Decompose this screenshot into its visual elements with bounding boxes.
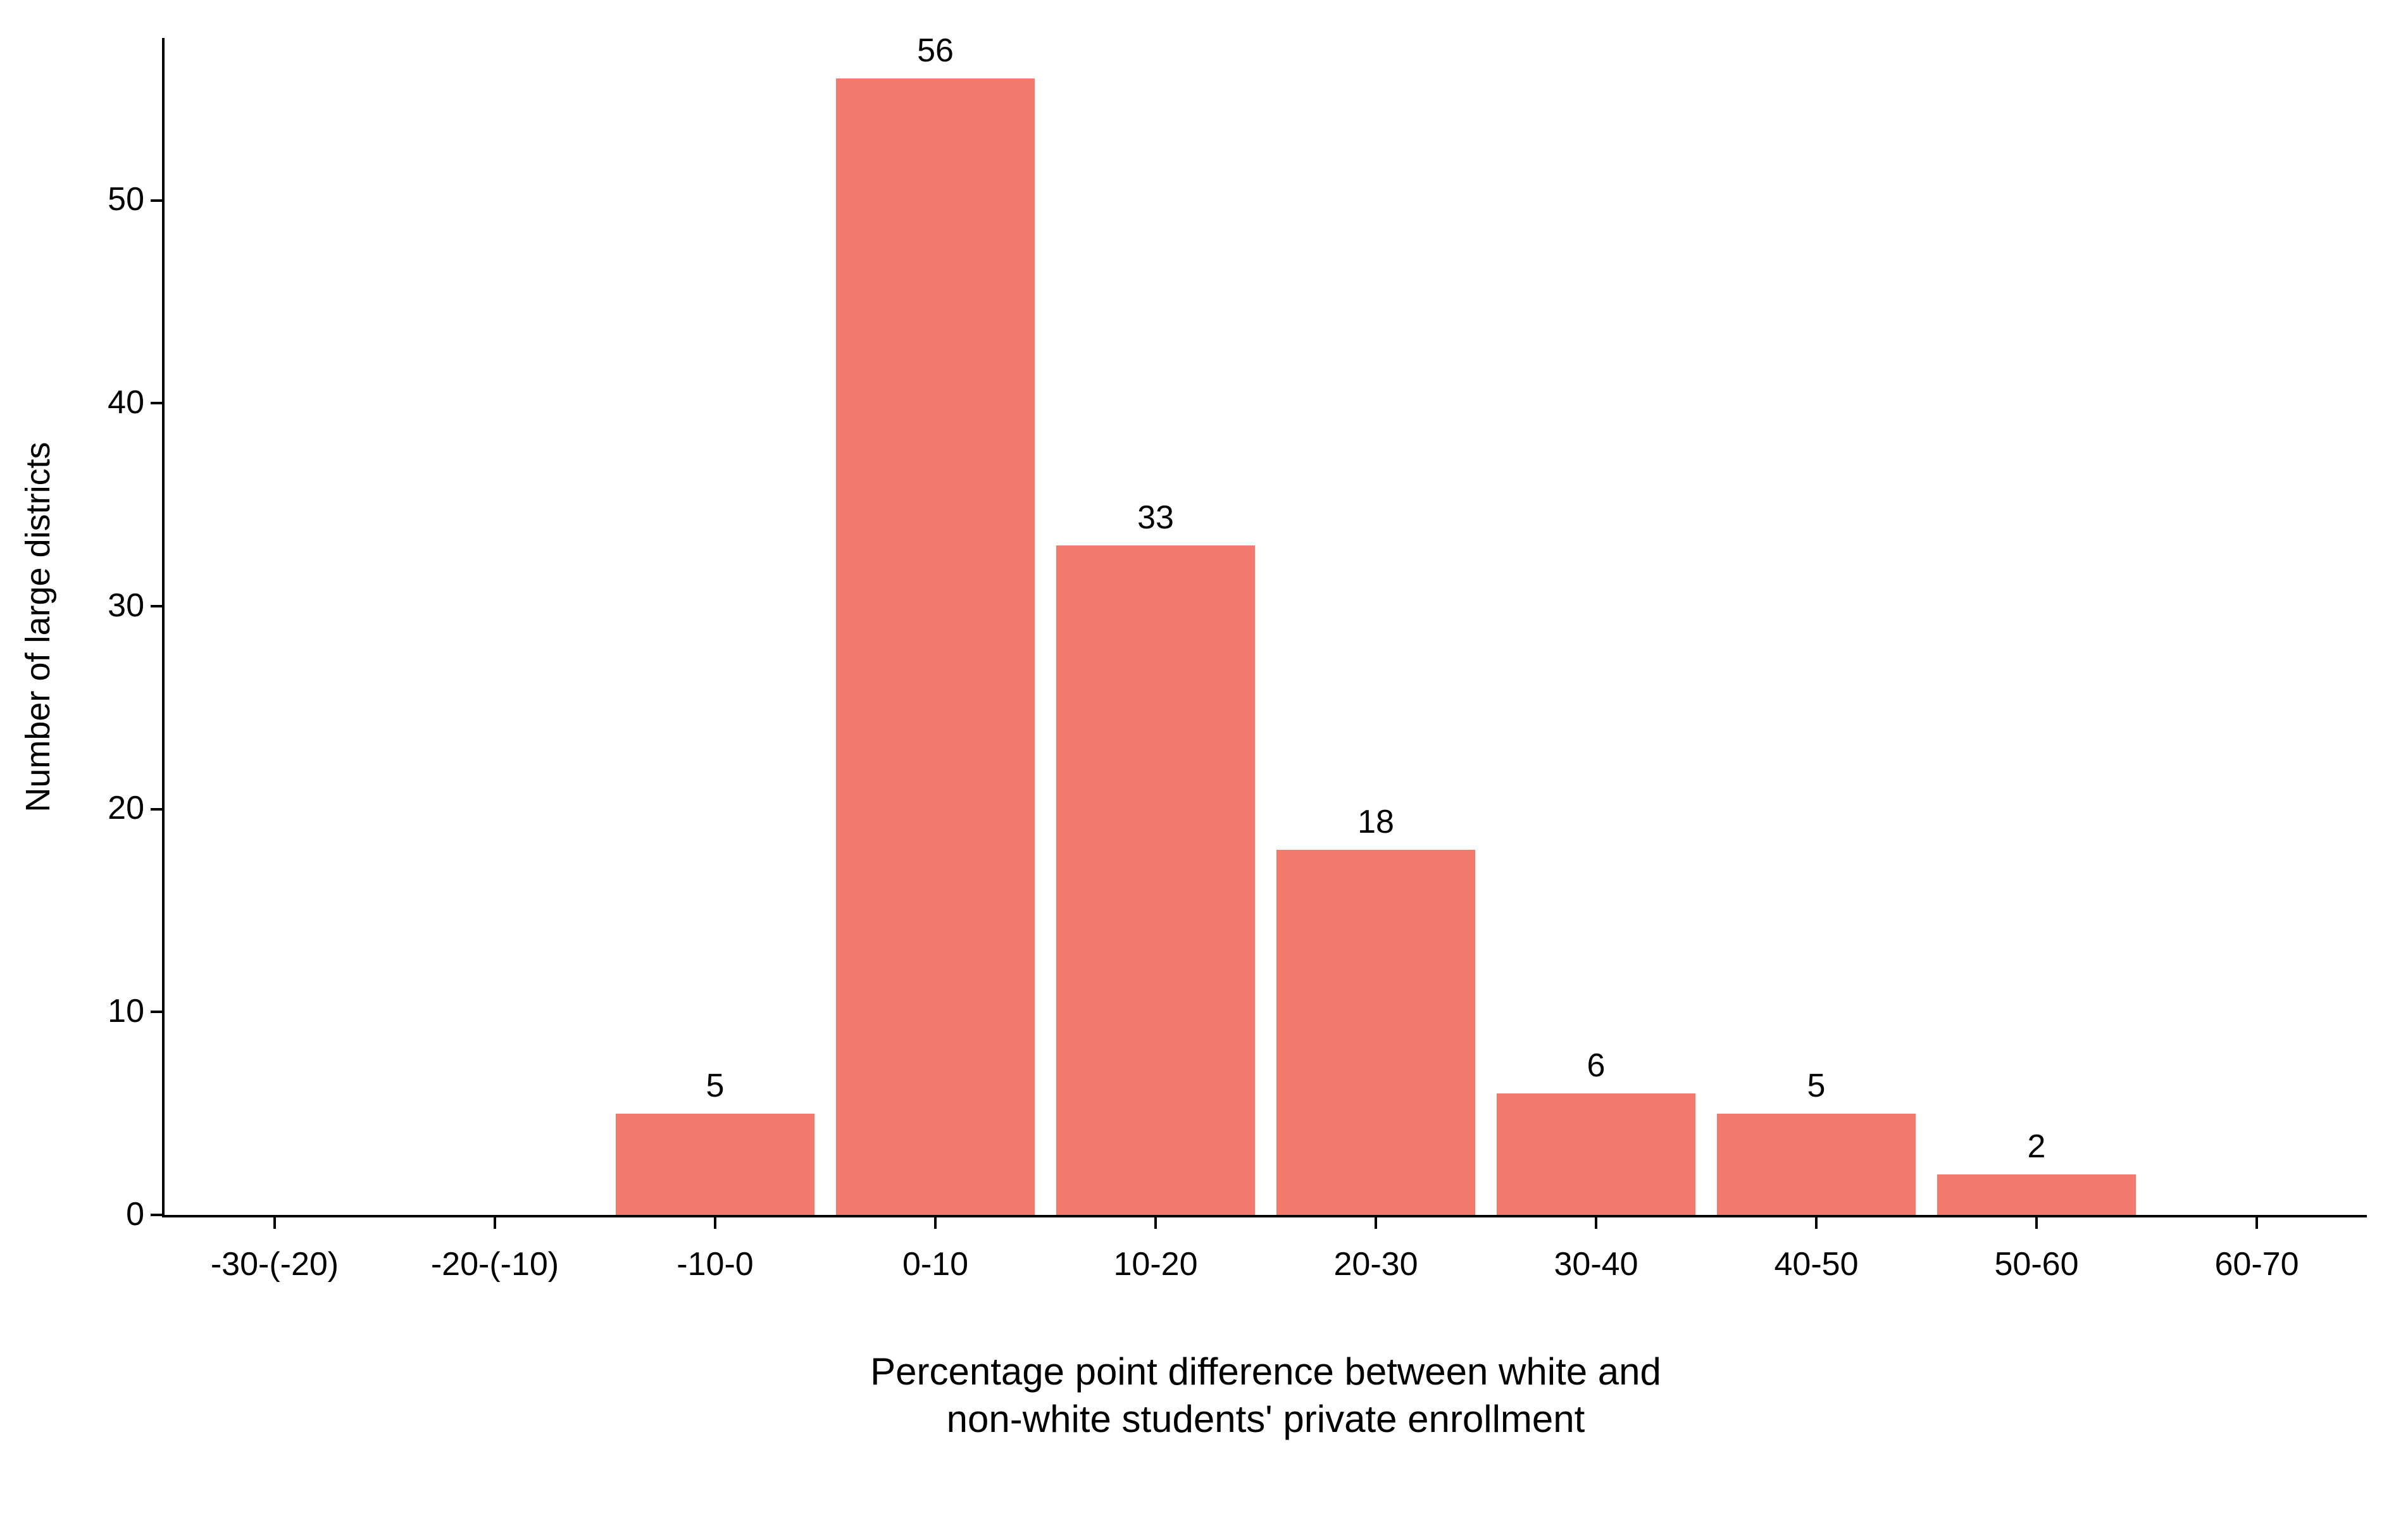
x-tick-mark <box>1375 1217 1377 1229</box>
x-axis-label-line2: non-white students' private enrollment <box>165 1395 2367 1443</box>
bar <box>1937 1174 2135 1215</box>
y-tick-label: 0 <box>68 1195 144 1233</box>
y-tick-mark <box>151 1214 162 1216</box>
y-tick-label: 10 <box>68 992 144 1030</box>
x-tick-mark <box>1154 1217 1157 1229</box>
x-tick-mark <box>714 1217 716 1229</box>
y-tick-label: 30 <box>68 587 144 625</box>
x-tick-label: 30-40 <box>1486 1245 1706 1283</box>
bar-value-label: 6 <box>1486 1047 1706 1085</box>
x-tick-label: 10-20 <box>1045 1245 1266 1283</box>
y-tick-mark <box>151 605 162 607</box>
x-tick-mark <box>934 1217 937 1229</box>
x-tick-mark <box>2255 1217 2258 1229</box>
x-tick-label: -20-(-10) <box>385 1245 605 1283</box>
bar <box>1717 1114 1915 1215</box>
bar-value-label: 2 <box>1926 1128 2147 1166</box>
x-tick-label: 40-50 <box>1706 1245 1926 1283</box>
y-axis-line <box>162 38 165 1217</box>
x-axis-label: Percentage point difference between whit… <box>165 1348 2367 1443</box>
x-tick-mark <box>273 1217 276 1229</box>
histogram-chart: Number of large districts Percentage poin… <box>0 0 2408 1537</box>
bar-value-label: 18 <box>1266 803 1486 841</box>
x-tick-mark <box>494 1217 496 1229</box>
bar-value-label: 5 <box>605 1067 825 1105</box>
x-tick-mark <box>1815 1217 1818 1229</box>
bar-value-label: 5 <box>1706 1067 1926 1105</box>
x-tick-label: 0-10 <box>825 1245 1045 1283</box>
bar <box>836 78 1034 1215</box>
y-tick-label: 20 <box>68 789 144 827</box>
x-tick-mark <box>1595 1217 1597 1229</box>
y-tick-label: 50 <box>68 180 144 218</box>
bar <box>616 1114 814 1215</box>
bar-value-label: 56 <box>825 32 1045 70</box>
bar <box>1276 850 1475 1215</box>
y-axis-label: Number of large districts <box>18 374 58 880</box>
bar <box>1497 1093 1695 1215</box>
x-tick-label: 20-30 <box>1266 1245 1486 1283</box>
x-tick-label: 60-70 <box>2147 1245 2367 1283</box>
x-tick-label: 50-60 <box>1926 1245 2147 1283</box>
x-tick-mark <box>2035 1217 2038 1229</box>
y-tick-label: 40 <box>68 383 144 421</box>
bar <box>1056 545 1254 1215</box>
plot-area <box>165 38 2367 1215</box>
bar-value-label: 33 <box>1045 499 1266 537</box>
x-tick-label: -10-0 <box>605 1245 825 1283</box>
y-tick-mark <box>151 808 162 811</box>
y-tick-mark <box>151 199 162 202</box>
y-tick-mark <box>151 402 162 404</box>
x-tick-label: -30-(-20) <box>165 1245 385 1283</box>
y-tick-mark <box>151 1011 162 1013</box>
x-axis-label-line1: Percentage point difference between whit… <box>165 1348 2367 1395</box>
